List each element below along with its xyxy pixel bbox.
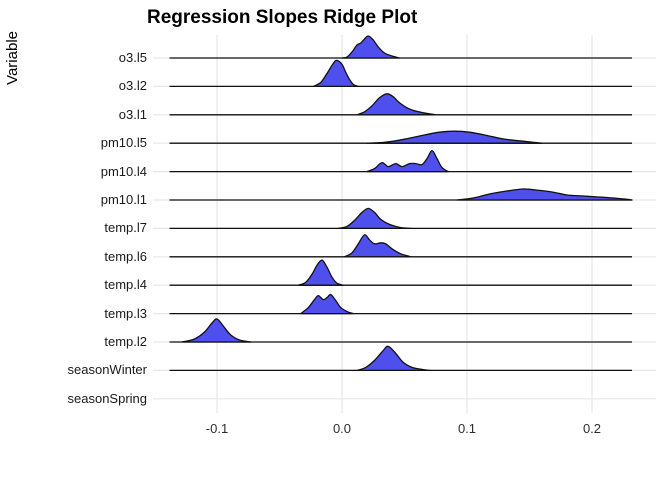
plot-title: Regression Slopes Ridge Plot (147, 7, 418, 28)
y-tick-label-temp.l7: temp.l7 (104, 220, 147, 236)
ridge-seasonWinter (356, 345, 431, 372)
x-tick-label-0.2: 0.2 (582, 421, 602, 436)
y-tick-label-temp.l6: temp.l6 (104, 248, 147, 264)
ridge-o3.l5 (341, 35, 401, 59)
ridge-temp.l7 (337, 207, 412, 230)
y-tick-label-temp.l4: temp.l4 (104, 277, 147, 293)
ridge-o3.l2 (312, 59, 359, 88)
y-axis-title: Variable (4, 31, 21, 85)
y-tick-label-o3.l2: o3.l2 (118, 78, 147, 94)
ridge-temp.l3 (300, 293, 354, 315)
y-tick-label-pm10.l5: pm10.l5 (100, 135, 147, 151)
ridge-pm10.l4 (366, 149, 449, 173)
y-tick-label-pm10.l1: pm10.l1 (100, 192, 147, 207)
ridge-pm10.l1 (456, 188, 633, 201)
y-tick-label-o3.l5: o3.l5 (118, 50, 147, 65)
y-tick-label-pm10.l4: pm10.l4 (100, 163, 147, 179)
ridge-pm10.l5 (366, 130, 543, 144)
ridge-o3.l1 (356, 93, 437, 116)
y-tick-label-seasonSpring: seasonSpring (67, 390, 148, 406)
x-tick-label--0.1: -0.1 (205, 421, 229, 436)
x-tick-label-0.0: 0.0 (332, 421, 352, 436)
y-tick-label-o3.l1: o3.l1 (118, 106, 147, 122)
y-tick-label-seasonWinter: seasonWinter (67, 362, 147, 378)
y-tick-label-temp.l2: temp.l2 (104, 334, 147, 349)
ridge-temp.l4 (297, 259, 344, 286)
y-tick-label-temp.l3: temp.l3 (104, 305, 147, 321)
x-tick-label-0.1: 0.1 (457, 421, 477, 436)
ridge-temp.l6 (343, 234, 412, 258)
ridge-temp.l2 (181, 318, 252, 343)
